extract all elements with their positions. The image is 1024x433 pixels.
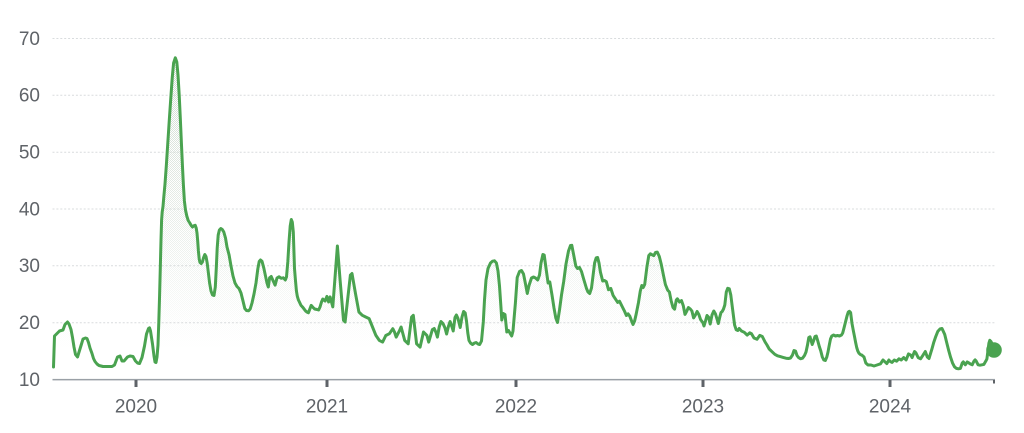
svg-text:2024: 2024	[869, 397, 912, 418]
svg-text:60: 60	[19, 86, 40, 107]
svg-text:2022: 2022	[495, 397, 537, 418]
svg-text:20: 20	[19, 313, 40, 334]
svg-text:2021: 2021	[306, 397, 348, 418]
svg-text:30: 30	[19, 256, 40, 277]
svg-text:40: 40	[19, 199, 40, 220]
svg-text:2023: 2023	[682, 397, 724, 418]
svg-text:10: 10	[19, 370, 40, 391]
svg-text:50: 50	[19, 143, 40, 164]
svg-text:2020: 2020	[115, 397, 157, 418]
svg-text:70: 70	[19, 29, 40, 50]
